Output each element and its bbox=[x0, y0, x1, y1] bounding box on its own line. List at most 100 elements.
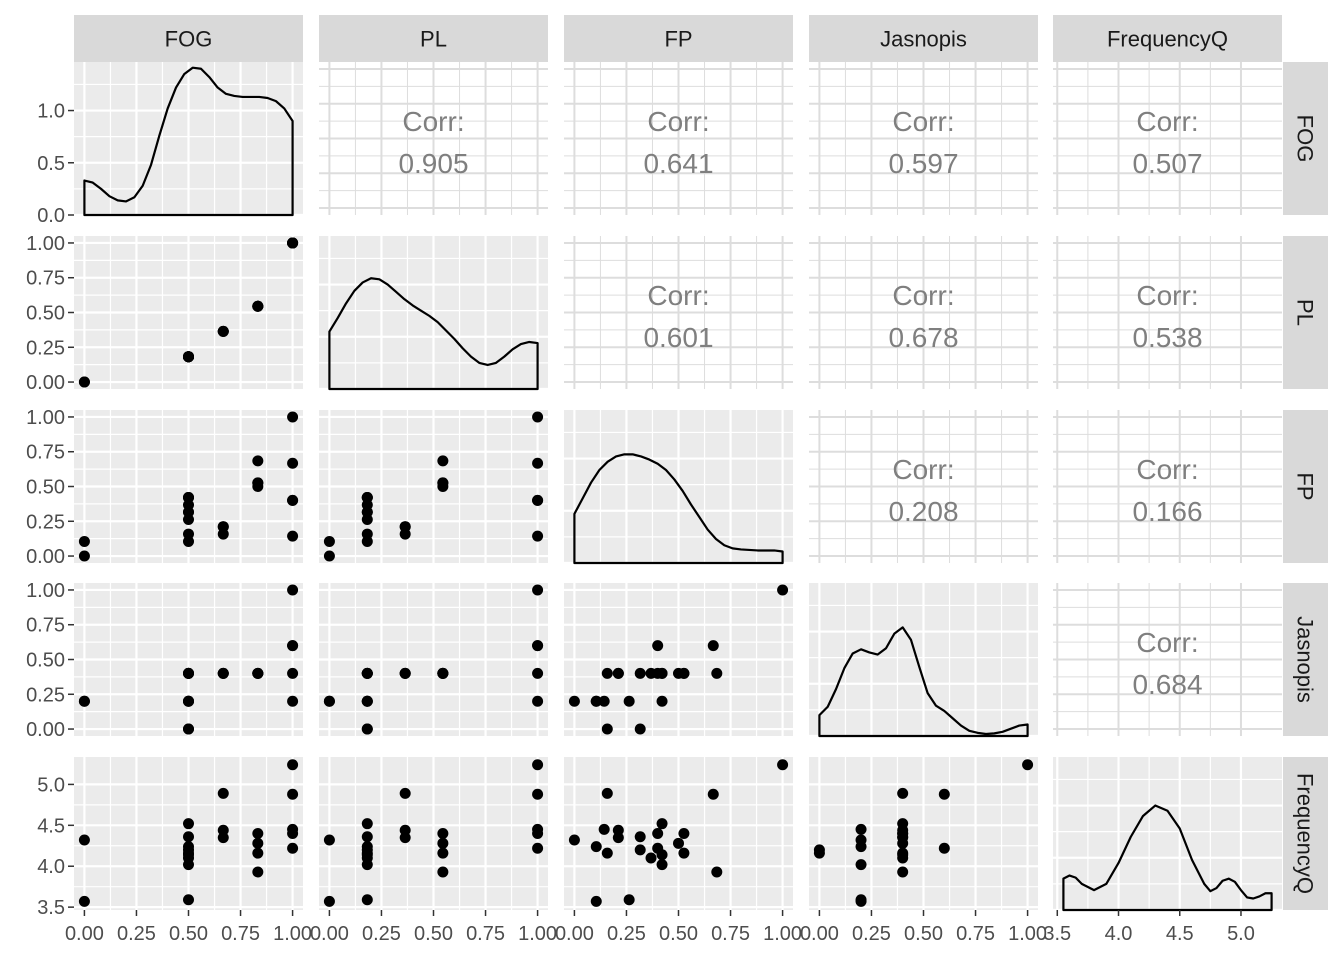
scatter-point bbox=[252, 455, 264, 467]
scatter-point bbox=[252, 667, 264, 679]
corr-value: 0.538 bbox=[1132, 322, 1202, 353]
scatter-point bbox=[897, 866, 909, 878]
panel-pl-frequencyq: Corr: 0.538 bbox=[1053, 236, 1282, 389]
scatter-point bbox=[590, 895, 602, 907]
scatter-point bbox=[777, 759, 789, 771]
scatter-point bbox=[532, 788, 544, 800]
panel-pl-fog bbox=[74, 236, 303, 389]
scatter-point bbox=[361, 695, 373, 707]
corr-value: 0.678 bbox=[888, 322, 958, 353]
strip-top-fog: FOG bbox=[74, 15, 303, 62]
scatter-point bbox=[678, 828, 690, 839]
scatter-point bbox=[673, 837, 684, 849]
x-tick-label: 3.5 bbox=[1043, 923, 1071, 945]
y-tick-label: 0.00 bbox=[26, 546, 65, 568]
panel-fp-frequencyq: Corr: 0.166 bbox=[1053, 410, 1282, 563]
scatter-point bbox=[532, 457, 544, 469]
scatter-point bbox=[707, 788, 719, 800]
y-tick-label: 0.25 bbox=[26, 337, 65, 359]
strip-top-jasnopis: Jasnopis bbox=[809, 15, 1038, 62]
scatter-point bbox=[532, 759, 544, 771]
scatter-point bbox=[217, 787, 229, 799]
scatter-point bbox=[590, 841, 602, 853]
scatter-point bbox=[532, 494, 544, 506]
scatter-point bbox=[598, 823, 610, 835]
strip-label: PL bbox=[1293, 299, 1318, 326]
y-tick-label: 0.75 bbox=[26, 442, 65, 464]
scatter-point bbox=[678, 847, 690, 859]
strip-label: Jasnopis bbox=[1293, 616, 1318, 703]
corr-label: Corr: bbox=[892, 280, 954, 311]
panel-frequencyq-pl bbox=[319, 757, 548, 910]
scatter-point bbox=[601, 847, 613, 859]
scatter-point bbox=[532, 584, 544, 596]
corr-value: 0.597 bbox=[888, 148, 958, 179]
scatter-point bbox=[634, 723, 646, 735]
y-axis-row-fog: 0.0 0.5 1.0 bbox=[37, 101, 74, 227]
strip-background bbox=[1283, 410, 1328, 563]
x-tick-label: 1.00 bbox=[273, 923, 312, 945]
y-tick-label: 1.0 bbox=[37, 101, 65, 123]
scatter-point bbox=[78, 376, 90, 388]
scatter-point bbox=[252, 837, 264, 849]
panel-fp-pl bbox=[319, 410, 548, 563]
scatter-point bbox=[623, 894, 635, 906]
panel-fp-fp bbox=[564, 410, 793, 565]
x-axis-col-fog: 0.00 0.25 0.50 0.75 1.00 bbox=[65, 910, 312, 945]
corr-label: Corr: bbox=[1136, 106, 1198, 137]
x-tick-label: 0.75 bbox=[956, 923, 995, 945]
scatter-point bbox=[361, 528, 373, 540]
y-tick-label: 0.25 bbox=[26, 511, 65, 533]
panel-jasnopis-frequencyq: Corr: 0.684 bbox=[1053, 583, 1282, 736]
scatter-point bbox=[361, 818, 373, 830]
scatter-point bbox=[598, 695, 610, 707]
x-tick-label: 1.00 bbox=[518, 923, 557, 945]
scatter-point bbox=[656, 859, 668, 871]
scatter-point bbox=[813, 844, 825, 856]
x-tick-label: 0.25 bbox=[852, 923, 891, 945]
panel-jasnopis-fog bbox=[74, 583, 303, 736]
scatter-point bbox=[183, 894, 194, 906]
x-tick-label: 0.00 bbox=[555, 923, 594, 945]
corr-value: 0.208 bbox=[888, 496, 958, 527]
y-axis-row-jasnopis: 0.00 0.25 0.50 0.75 1.00 bbox=[26, 580, 74, 741]
corr-value: 0.905 bbox=[398, 148, 468, 179]
y-tick-label: 1.00 bbox=[26, 580, 65, 602]
x-tick-label: 0.25 bbox=[362, 923, 401, 945]
scatter-point bbox=[287, 788, 299, 800]
corr-value: 0.601 bbox=[643, 322, 713, 353]
x-tick-label: 0.00 bbox=[800, 923, 839, 945]
scatter-point bbox=[217, 667, 229, 679]
scatter-point bbox=[532, 667, 544, 679]
x-tick-label: 0.00 bbox=[310, 923, 349, 945]
scatter-point bbox=[645, 852, 657, 864]
scatter-point bbox=[634, 844, 646, 856]
scatter-point bbox=[287, 584, 299, 596]
x-tick-label: 0.50 bbox=[659, 923, 698, 945]
scatter-point bbox=[287, 530, 299, 542]
x-tick-label: 0.00 bbox=[65, 923, 104, 945]
scatter-point bbox=[183, 667, 194, 679]
scatter-point bbox=[711, 866, 723, 878]
scatter-point bbox=[707, 640, 719, 652]
strip-background bbox=[1283, 583, 1328, 736]
panel-fog-fog bbox=[74, 62, 303, 217]
panel-fog-pl: Corr: 0.905 bbox=[319, 62, 548, 215]
strip-background bbox=[564, 15, 793, 62]
scatter-point bbox=[678, 667, 690, 679]
strip-label: FP bbox=[664, 27, 692, 52]
scatter-point bbox=[601, 723, 613, 735]
scatter-point bbox=[183, 818, 194, 830]
y-tick-label: 5.0 bbox=[37, 774, 65, 796]
x-tick-label: 0.75 bbox=[711, 923, 750, 945]
y-tick-label: 3.5 bbox=[37, 897, 65, 919]
x-tick-label: 0.25 bbox=[607, 923, 646, 945]
scatter-point bbox=[287, 828, 299, 839]
x-tick-label: 0.75 bbox=[466, 923, 505, 945]
x-tick-label: 0.50 bbox=[904, 923, 943, 945]
scatter-point bbox=[652, 842, 664, 854]
scatter-point bbox=[656, 818, 668, 830]
scatter-point bbox=[634, 667, 646, 679]
panel-frequencyq-frequencyq bbox=[1053, 757, 1282, 912]
panel-layer: Corr: 0.905 Corr: 0.641 Corr: 0.597 Corr: 0.507… bbox=[74, 62, 1282, 912]
